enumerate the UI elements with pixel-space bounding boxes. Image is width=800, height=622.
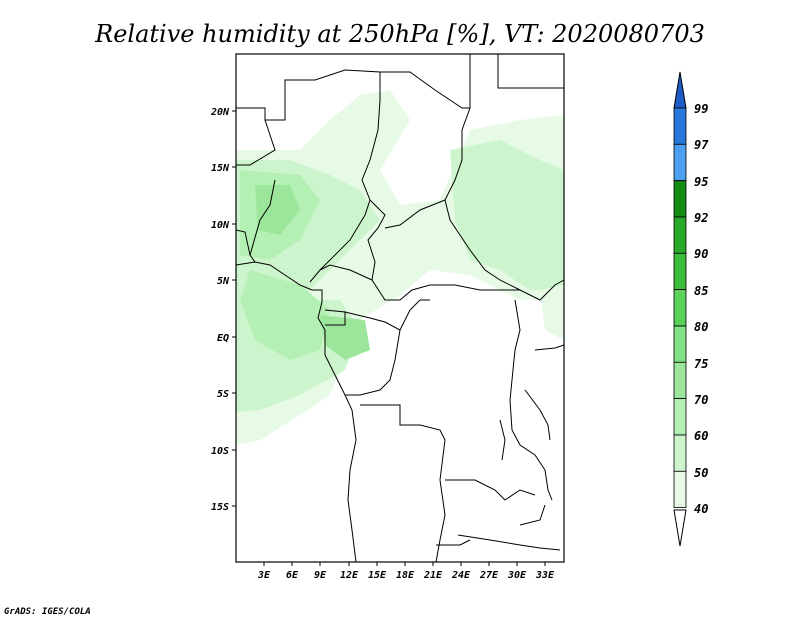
colorbar-label: 50 xyxy=(694,466,708,480)
lon-label: 15E xyxy=(368,570,387,581)
colorbar-swatch xyxy=(673,180,687,218)
humidity-area-core3 xyxy=(255,185,300,235)
colorbar-label: 99 xyxy=(694,102,708,116)
lat-label: 15N xyxy=(211,163,230,174)
lon-label: 30E xyxy=(507,570,527,581)
lon-label: 6E xyxy=(286,570,299,581)
country-borders xyxy=(235,54,565,563)
lon-label: 24E xyxy=(451,570,471,581)
colorbar-label: 75 xyxy=(694,357,708,371)
colorbar-swatches xyxy=(673,107,687,508)
lon-label: 9E xyxy=(314,570,327,581)
credit-label: GrADS: IGES/COLA xyxy=(4,607,91,617)
colorbar-swatch xyxy=(673,434,687,472)
map-ticks xyxy=(232,110,546,566)
colorbar-bottom-arrow xyxy=(673,509,687,547)
colorbar-swatch xyxy=(673,325,687,363)
lat-label: 20N xyxy=(210,107,230,118)
lon-label: 33E xyxy=(535,570,555,581)
colorbar-swatch xyxy=(673,143,687,182)
humidity-shading xyxy=(236,90,564,445)
humidity-area-core2 xyxy=(240,270,330,360)
lon-label: 21E xyxy=(423,570,443,581)
lat-label: 5S xyxy=(217,389,229,400)
lon-label: 12E xyxy=(340,570,359,581)
colorbar-swatch xyxy=(673,107,687,145)
colorbar-label: 92 xyxy=(694,211,708,225)
colorbar-label: 90 xyxy=(694,247,708,261)
colorbar-swatch xyxy=(673,470,687,508)
colorbar-swatch xyxy=(673,289,687,327)
lon-label: 18E xyxy=(396,570,415,581)
humidity-area-ne xyxy=(540,285,564,340)
colorbar-label: 95 xyxy=(694,175,708,189)
colorbar-label: 40 xyxy=(694,502,708,516)
colorbar-swatch xyxy=(673,216,687,254)
colorbar-label: 60 xyxy=(694,429,708,443)
colorbar-label: 80 xyxy=(694,320,708,334)
lat-label: 5N xyxy=(217,276,230,287)
humidity-area-east xyxy=(450,140,564,290)
colorbar-label: 97 xyxy=(694,138,709,152)
lat-labels: 20N 15N 10N 5N EQ 5S 10S 15S xyxy=(210,107,230,513)
colorbar-top-arrow xyxy=(673,71,687,109)
humidity-area-core4 xyxy=(320,315,370,360)
lat-label: 15S xyxy=(211,502,229,513)
lon-label: 3E xyxy=(257,570,271,581)
lat-label: 10N xyxy=(211,220,230,231)
colorbar-swatch xyxy=(673,361,687,399)
colorbar: 99 97 95 92 90 85 80 75 70 60 50 40 xyxy=(673,71,709,547)
colorbar-label: 70 xyxy=(694,393,708,407)
colorbar-label: 85 xyxy=(694,284,708,298)
lat-label: EQ xyxy=(217,333,229,344)
map-title: Relative humidity at 250hPa [%], VT: 202… xyxy=(94,20,705,48)
map-frame xyxy=(235,53,565,563)
lon-labels: 3E 6E 9E 12E 15E 18E 21E 24E 27E 30E 33E xyxy=(257,570,555,581)
map-panel: 3E 6E 9E 12E 15E 18E 21E 24E 27E 30E 33E… xyxy=(210,53,565,581)
colorbar-labels: 99 97 95 92 90 85 80 75 70 60 50 40 xyxy=(694,102,709,516)
colorbar-swatch xyxy=(673,398,687,436)
colorbar-swatch xyxy=(673,252,687,291)
lat-label: 10S xyxy=(211,446,229,457)
lon-label: 27E xyxy=(479,570,499,581)
